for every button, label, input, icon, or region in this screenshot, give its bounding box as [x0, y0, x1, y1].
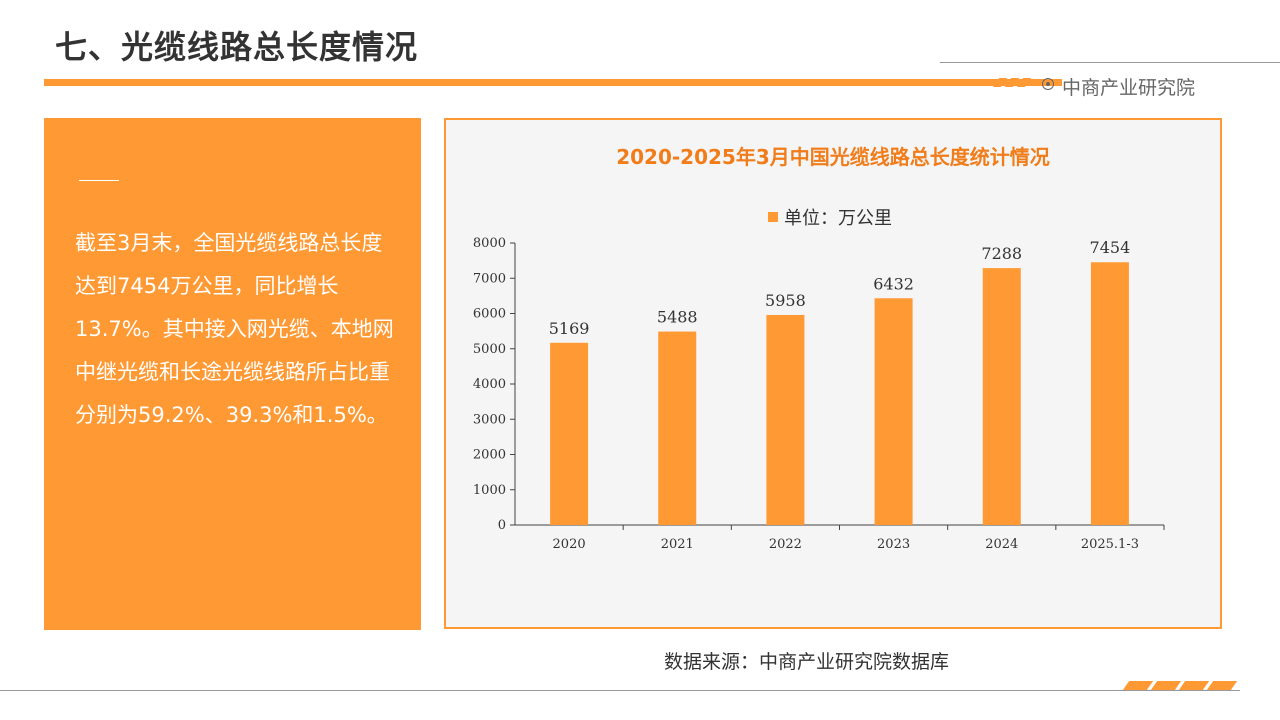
bar — [1090, 262, 1129, 525]
x-tick-label: 2021 — [661, 537, 694, 552]
y-tick-label: 3000 — [473, 412, 506, 427]
x-tick-label: 2020 — [553, 537, 586, 552]
title-accent-bar — [44, 79, 1062, 86]
summary-text: 截至3月末，全国光缆线路总长度达到7454万公里，同比增长13.7%。其中接入网… — [75, 231, 394, 427]
title-divider-line — [940, 62, 1280, 63]
footer-line — [0, 690, 1240, 691]
x-tick-label: 2023 — [877, 537, 910, 552]
y-tick-label: 4000 — [473, 377, 506, 392]
chart-panel: 2020-2025年3月中国光缆线路总长度统计情况 单位：万公里 0 1000 20… — [444, 118, 1222, 629]
y-tick-label: 6000 — [473, 307, 506, 322]
chart-title: 2020-2025年3月中国光缆线路总长度统计情况 — [616, 145, 1050, 169]
summary-panel: 截至3月末，全国光缆线路总长度达到7454万公里，同比增长13.7%。其中接入网… — [44, 118, 421, 630]
bar — [766, 314, 805, 525]
legend-label: 单位：万公里 — [784, 208, 892, 229]
x-tick-label: 2024 — [985, 537, 1018, 552]
data-label: 6432 — [873, 274, 914, 293]
bar — [550, 342, 589, 525]
y-tick-label: 1000 — [473, 483, 506, 498]
data-source: 数据来源：中商产业研究院数据库 — [664, 651, 950, 673]
bar — [658, 331, 697, 525]
footer-slash-decoration — [1120, 681, 1240, 691]
bar-chart: 2020-2025年3月中国光缆线路总长度统计情况 单位：万公里 0 1000 20… — [473, 145, 1165, 552]
brand-name: 中商产业研究院 — [1062, 77, 1196, 99]
data-label: 5958 — [765, 291, 806, 310]
y-tick-label: 2000 — [473, 448, 506, 463]
summary-dash — [79, 180, 119, 181]
data-label: 5169 — [549, 319, 590, 338]
page-title: 七、光缆线路总长度情况 — [55, 28, 419, 66]
y-tick-label: 0 — [498, 518, 506, 533]
data-label: 5488 — [657, 308, 698, 327]
y-tick-label: 7000 — [473, 271, 506, 286]
title-slash-decoration — [992, 78, 1032, 88]
y-tick-label: 5000 — [473, 342, 506, 357]
brand-logo-icon — [1042, 78, 1054, 90]
y-tick-label: 8000 — [473, 236, 506, 251]
x-tick-label: 2022 — [769, 537, 802, 552]
data-label: 7454 — [1090, 238, 1131, 257]
bar — [982, 268, 1021, 525]
legend-swatch — [768, 212, 778, 222]
data-label: 7288 — [981, 244, 1022, 263]
bar — [874, 298, 913, 525]
x-tick-label: 2025.1-3 — [1081, 537, 1139, 552]
